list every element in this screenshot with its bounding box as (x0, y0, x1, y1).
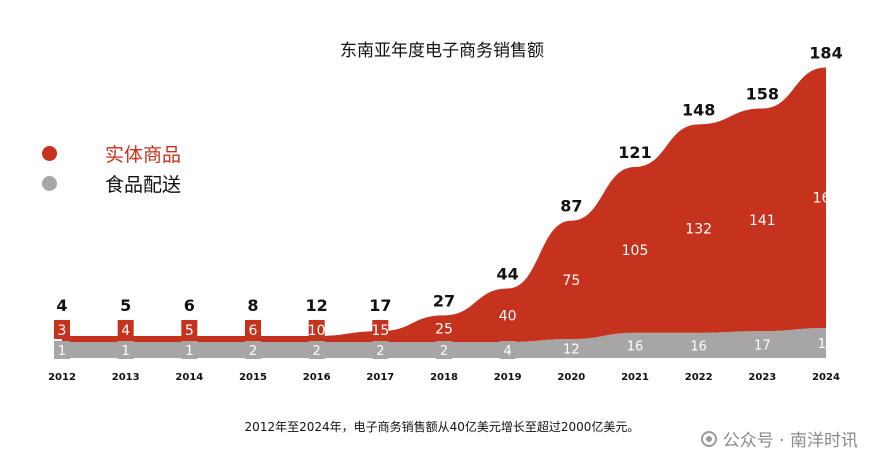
x-tick-label: 2021 (621, 372, 649, 383)
legend-item-food-delivery: 食品配送 (42, 168, 181, 198)
physical-goods-label-box (181, 320, 198, 339)
x-tick-label: 2017 (366, 372, 394, 383)
food-delivery-label-box (308, 341, 325, 359)
food-delivery-value: 2 (440, 344, 448, 359)
x-tick-label: 2012 (48, 372, 76, 383)
food-delivery-label-box (181, 341, 198, 359)
x-tick-label: 2020 (557, 372, 585, 383)
x-tick-label: 2014 (175, 372, 203, 383)
total-value: 8 (247, 296, 258, 315)
food-delivery-value: 2 (249, 344, 257, 359)
legend-dot-physical-goods (42, 145, 57, 161)
legend: 实体商品 食品配送 (42, 138, 181, 198)
physical-goods-label-box (54, 320, 70, 339)
physical-goods-value: 40 (499, 308, 517, 324)
physical-goods-value: 105 (622, 243, 649, 259)
food-delivery-label-box (499, 341, 516, 359)
watermark: 公众号 · 南洋时讯 (700, 426, 858, 451)
food-delivery-value: 1 (58, 344, 66, 359)
physical-goods-label-box (117, 320, 134, 339)
legend-dot-food-delivery (42, 175, 57, 191)
physical-goods-value: 165 (813, 191, 840, 207)
x-tick-label: 2019 (494, 372, 522, 383)
total-value: 121 (618, 143, 651, 162)
total-value: 5 (120, 296, 131, 315)
physical-goods-label-box (372, 320, 389, 339)
food-delivery-value: 2 (313, 344, 321, 359)
physical-goods-value: 3 (58, 323, 67, 339)
total-value: 12 (306, 296, 328, 315)
total-value: 44 (497, 265, 519, 284)
physical-goods-value: 4 (121, 323, 130, 339)
food-delivery-value: 12 (563, 343, 580, 358)
legend-label-physical-goods: 实体商品 (105, 143, 182, 166)
x-tick-label: 2022 (685, 372, 713, 383)
physical-goods-value: 5 (185, 323, 194, 339)
chart-caption: 2012年至2024年，电子商务销售额从40亿美元增长至超过2000亿美元。 (244, 420, 640, 434)
food-delivery-value: 2 (376, 344, 384, 359)
physical-goods-value: 132 (685, 222, 712, 238)
food-delivery-value: 19 (818, 337, 835, 352)
food-delivery-label-box (436, 341, 452, 359)
physical-goods-value: 75 (562, 273, 580, 289)
food-delivery-value: 16 (690, 339, 707, 354)
food-delivery-value: 16 (627, 339, 644, 354)
food-delivery-label-box (245, 341, 261, 359)
total-value: 4 (56, 296, 67, 315)
x-tick-label: 2023 (748, 372, 776, 383)
physical-goods-value: 6 (249, 323, 258, 339)
total-value: 158 (746, 85, 779, 104)
legend-label-food-delivery: 食品配送 (105, 173, 182, 196)
chart-title: 东南亚年度电子商务销售额 (340, 41, 544, 61)
total-value: 148 (682, 100, 715, 119)
total-value: 87 (560, 197, 582, 216)
total-value: 17 (369, 296, 391, 315)
x-tick-label: 2024 (812, 372, 840, 383)
physical-goods-label-box (308, 320, 325, 339)
food-delivery-label-box (117, 341, 134, 359)
physical-goods-label-box (245, 320, 261, 339)
food-delivery-label-box (372, 341, 389, 359)
physical-goods-value: 141 (749, 213, 776, 229)
x-tick-label: 2016 (303, 372, 331, 383)
food-delivery-value: 1 (185, 344, 193, 359)
total-value: 27 (433, 291, 455, 310)
x-tick-label: 2018 (430, 372, 458, 383)
food-delivery-value: 4 (504, 344, 512, 359)
wechat-icon (700, 430, 717, 447)
watermark-text: 公众号 · 南洋时讯 (722, 431, 858, 451)
total-value: 184 (809, 43, 842, 62)
physical-goods-value: 10 (308, 323, 326, 339)
total-value: 6 (184, 296, 195, 315)
food-delivery-label-box (54, 341, 70, 359)
x-tick-label: 2013 (112, 372, 140, 383)
physical-goods-area (62, 67, 826, 342)
physical-goods-value: 25 (435, 322, 453, 338)
food-delivery-value: 1 (122, 344, 130, 359)
legend-item-physical-goods: 实体商品 (42, 138, 181, 168)
x-tick-label: 2015 (239, 372, 267, 383)
physical-goods-value: 15 (371, 323, 389, 339)
food-delivery-value: 17 (754, 339, 771, 354)
